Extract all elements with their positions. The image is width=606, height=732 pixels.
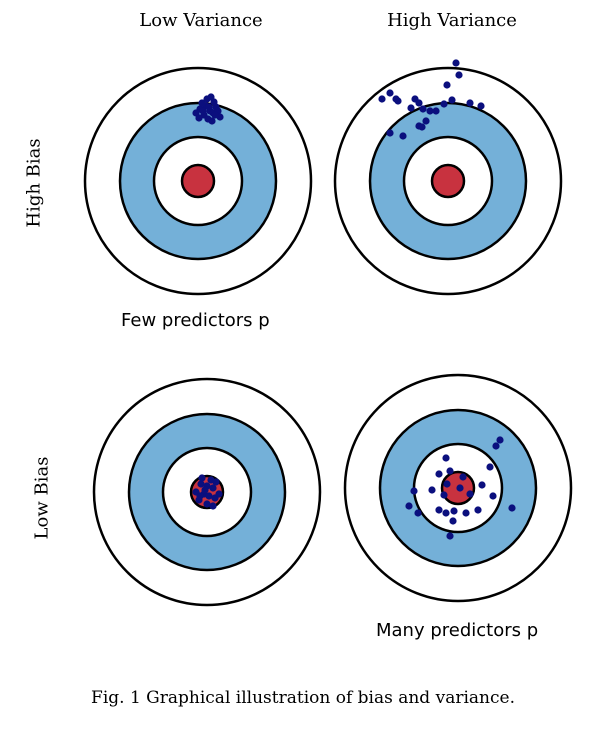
hit-dot	[201, 486, 209, 494]
hit-dot	[196, 492, 204, 500]
hit-dot	[392, 95, 400, 103]
hit-dot	[203, 500, 211, 508]
hit-dot	[198, 99, 206, 107]
target-low-bias-high-variance	[343, 373, 573, 603]
hit-dot	[419, 105, 427, 113]
hit-dot	[477, 102, 485, 110]
hit-dot	[208, 117, 216, 125]
hit-dot	[442, 454, 450, 462]
hit-dot	[443, 480, 451, 488]
hit-dot	[405, 502, 413, 510]
hit-dot	[195, 114, 203, 122]
note-few-predictors: Few predictors p	[121, 310, 270, 331]
hit-dot	[407, 104, 415, 112]
hit-dot	[207, 93, 215, 101]
bullseye	[180, 163, 216, 199]
hit-dot	[212, 478, 220, 486]
hit-dot	[462, 509, 470, 517]
hit-dot	[399, 132, 407, 140]
column-label-high-variance: High Variance	[387, 10, 517, 31]
hit-dot	[426, 107, 434, 115]
hit-dot	[386, 129, 394, 137]
row-label-low-bias: Low Bias	[31, 456, 53, 540]
row-label-high-bias: High Bias	[23, 138, 45, 228]
hit-dot	[448, 96, 456, 104]
hit-dot	[440, 100, 448, 108]
hit-dot	[486, 463, 494, 471]
hit-dot	[492, 442, 500, 450]
hit-dot	[449, 517, 457, 525]
hit-dot	[466, 99, 474, 107]
hit-dot	[198, 474, 206, 482]
hit-dot	[215, 490, 223, 498]
hit-dot	[410, 487, 418, 495]
target-high-bias-low-variance	[83, 66, 313, 296]
hit-dot	[496, 436, 504, 444]
hit-dot	[415, 99, 423, 107]
hit-dot	[446, 532, 454, 540]
hit-dot	[489, 492, 497, 500]
hit-dot	[209, 502, 217, 510]
hit-dot	[446, 467, 454, 475]
target-low-bias-low-variance	[92, 377, 322, 607]
hit-dot	[455, 71, 463, 79]
hit-dot	[442, 509, 450, 517]
hit-dot	[205, 492, 213, 500]
hit-dot	[450, 507, 458, 515]
column-label-low-variance: Low Variance	[139, 10, 263, 31]
hit-dot	[414, 509, 422, 517]
hit-group	[378, 59, 485, 140]
hit-group	[192, 93, 224, 125]
hit-dot	[459, 473, 467, 481]
target-high-bias-high-variance	[333, 59, 563, 296]
hit-dot	[428, 486, 436, 494]
hit-dot	[466, 490, 474, 498]
hit-dot	[432, 107, 440, 115]
hit-dot	[456, 484, 464, 492]
hit-dot	[378, 95, 386, 103]
hit-dot	[422, 117, 430, 125]
figure-caption: Fig. 1 Graphical illustration of bias an…	[91, 688, 515, 708]
hit-dot	[435, 470, 443, 478]
hit-dot	[386, 89, 394, 97]
hit-dot	[443, 81, 451, 89]
hit-dot	[211, 111, 219, 119]
hit-dot	[199, 107, 207, 115]
hit-dot	[209, 484, 217, 492]
hit-dot	[474, 506, 482, 514]
hit-dot	[478, 481, 486, 489]
hit-dot	[508, 504, 516, 512]
hit-dot	[205, 103, 213, 111]
hit-dot	[440, 491, 448, 499]
hit-dot	[418, 123, 426, 131]
hit-dot	[452, 59, 460, 67]
bullseye	[430, 163, 466, 199]
note-many-predictors: Many predictors p	[376, 620, 539, 641]
hit-group	[192, 474, 223, 510]
hit-dot	[435, 506, 443, 514]
hit-group	[405, 436, 516, 540]
hit-dot	[197, 480, 205, 488]
